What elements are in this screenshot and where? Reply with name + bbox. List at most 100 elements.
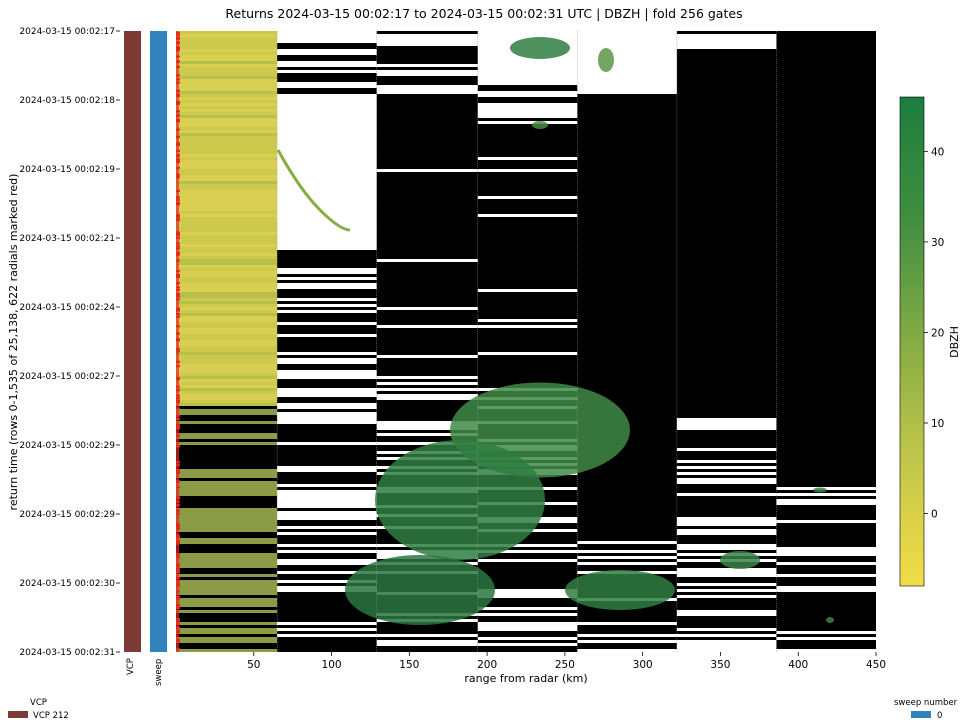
heat-row xyxy=(776,223,876,227)
heat-row xyxy=(776,364,876,368)
heat-row xyxy=(776,472,876,476)
heat-row xyxy=(477,640,578,644)
heat-row xyxy=(577,58,678,62)
heat-row xyxy=(676,163,777,167)
heat-row xyxy=(176,331,278,335)
heat-row xyxy=(676,241,777,245)
heat-row xyxy=(477,181,578,185)
heat-row xyxy=(676,568,777,572)
heat-row xyxy=(477,187,578,191)
heat-row xyxy=(577,214,678,218)
heat-row xyxy=(676,535,777,539)
heat-row xyxy=(776,358,876,362)
heat-row xyxy=(577,388,678,392)
heat-row xyxy=(776,574,876,578)
heat-row xyxy=(376,88,479,92)
heat-row xyxy=(477,109,578,113)
heat-row xyxy=(776,493,876,497)
echo-streak xyxy=(276,149,351,232)
heat-row xyxy=(477,205,578,209)
heat-row xyxy=(776,508,876,512)
heat-row xyxy=(577,514,678,518)
heat-row xyxy=(376,409,479,413)
heat-row xyxy=(577,457,678,461)
colorbar-tick-label-4: 40 xyxy=(931,146,944,158)
heat-row xyxy=(776,235,876,239)
heat-row xyxy=(277,577,377,581)
heat-row xyxy=(577,613,678,617)
heat-row xyxy=(577,637,678,641)
heat-row xyxy=(477,625,578,629)
heat-row xyxy=(376,304,479,308)
heat-row xyxy=(176,547,278,551)
heat-row xyxy=(376,394,479,398)
heat-row xyxy=(776,517,876,521)
heat-row xyxy=(376,160,479,164)
heat-row xyxy=(277,592,377,596)
heat-row xyxy=(176,292,278,296)
heat-row xyxy=(776,457,876,461)
heat-row xyxy=(176,511,278,515)
heat-row xyxy=(577,532,678,536)
heat-row xyxy=(676,136,777,140)
heat-row xyxy=(776,511,876,515)
heat-row xyxy=(676,469,777,473)
heat-row xyxy=(376,154,479,158)
heat-row xyxy=(376,214,479,218)
heat-row xyxy=(176,274,278,278)
heat-row xyxy=(577,610,678,614)
heat-row xyxy=(277,448,377,452)
heat-row xyxy=(176,478,278,482)
heat-row xyxy=(776,232,876,236)
heat-row xyxy=(676,580,777,584)
heat-row xyxy=(176,406,278,410)
heat-row xyxy=(176,67,278,71)
heat-row xyxy=(776,136,876,140)
heat-row xyxy=(176,226,278,230)
heat-row xyxy=(776,322,876,326)
heat-row xyxy=(376,241,479,245)
heat-row xyxy=(477,157,578,161)
heat-row xyxy=(277,130,377,134)
heat-row xyxy=(376,148,479,152)
heat-row xyxy=(776,229,876,233)
heat-row xyxy=(477,322,578,326)
y-axis-label: return time (rows 0-1,535 of 25,138, 622… xyxy=(7,174,20,511)
heat-row xyxy=(577,352,678,356)
heat-row xyxy=(277,625,377,629)
heat-row xyxy=(676,325,777,329)
heat-row xyxy=(477,241,578,245)
heat-row xyxy=(477,316,578,320)
heat-row xyxy=(577,649,678,652)
heat-row xyxy=(176,79,278,83)
heat-row xyxy=(676,367,777,371)
heat-row xyxy=(577,319,678,323)
heat-row xyxy=(577,67,678,71)
heat-row xyxy=(676,457,777,461)
heat-row xyxy=(176,448,278,452)
heat-row xyxy=(577,211,678,215)
heat-row xyxy=(376,322,479,326)
heat-row xyxy=(477,331,578,335)
heat-row xyxy=(577,478,678,482)
heat-row xyxy=(577,208,678,212)
heat-row xyxy=(176,571,278,575)
heat-row xyxy=(376,628,479,632)
heat-row xyxy=(176,262,278,266)
heat-row xyxy=(376,295,479,299)
heat-row xyxy=(776,436,876,440)
heat-row xyxy=(477,340,578,344)
heat-row xyxy=(277,478,377,482)
heat-row xyxy=(776,382,876,386)
heat-row xyxy=(176,598,278,602)
heat-row xyxy=(577,112,678,116)
heat-row xyxy=(776,34,876,38)
heat-row xyxy=(176,361,278,365)
heat-row xyxy=(676,259,777,263)
y-tick-label-6: 2024-03-15 00:02:29 xyxy=(19,441,115,451)
heat-row xyxy=(477,325,578,329)
heat-row xyxy=(676,403,777,407)
heat-row xyxy=(176,409,278,413)
heat-row xyxy=(176,487,278,491)
heat-row xyxy=(176,82,278,86)
